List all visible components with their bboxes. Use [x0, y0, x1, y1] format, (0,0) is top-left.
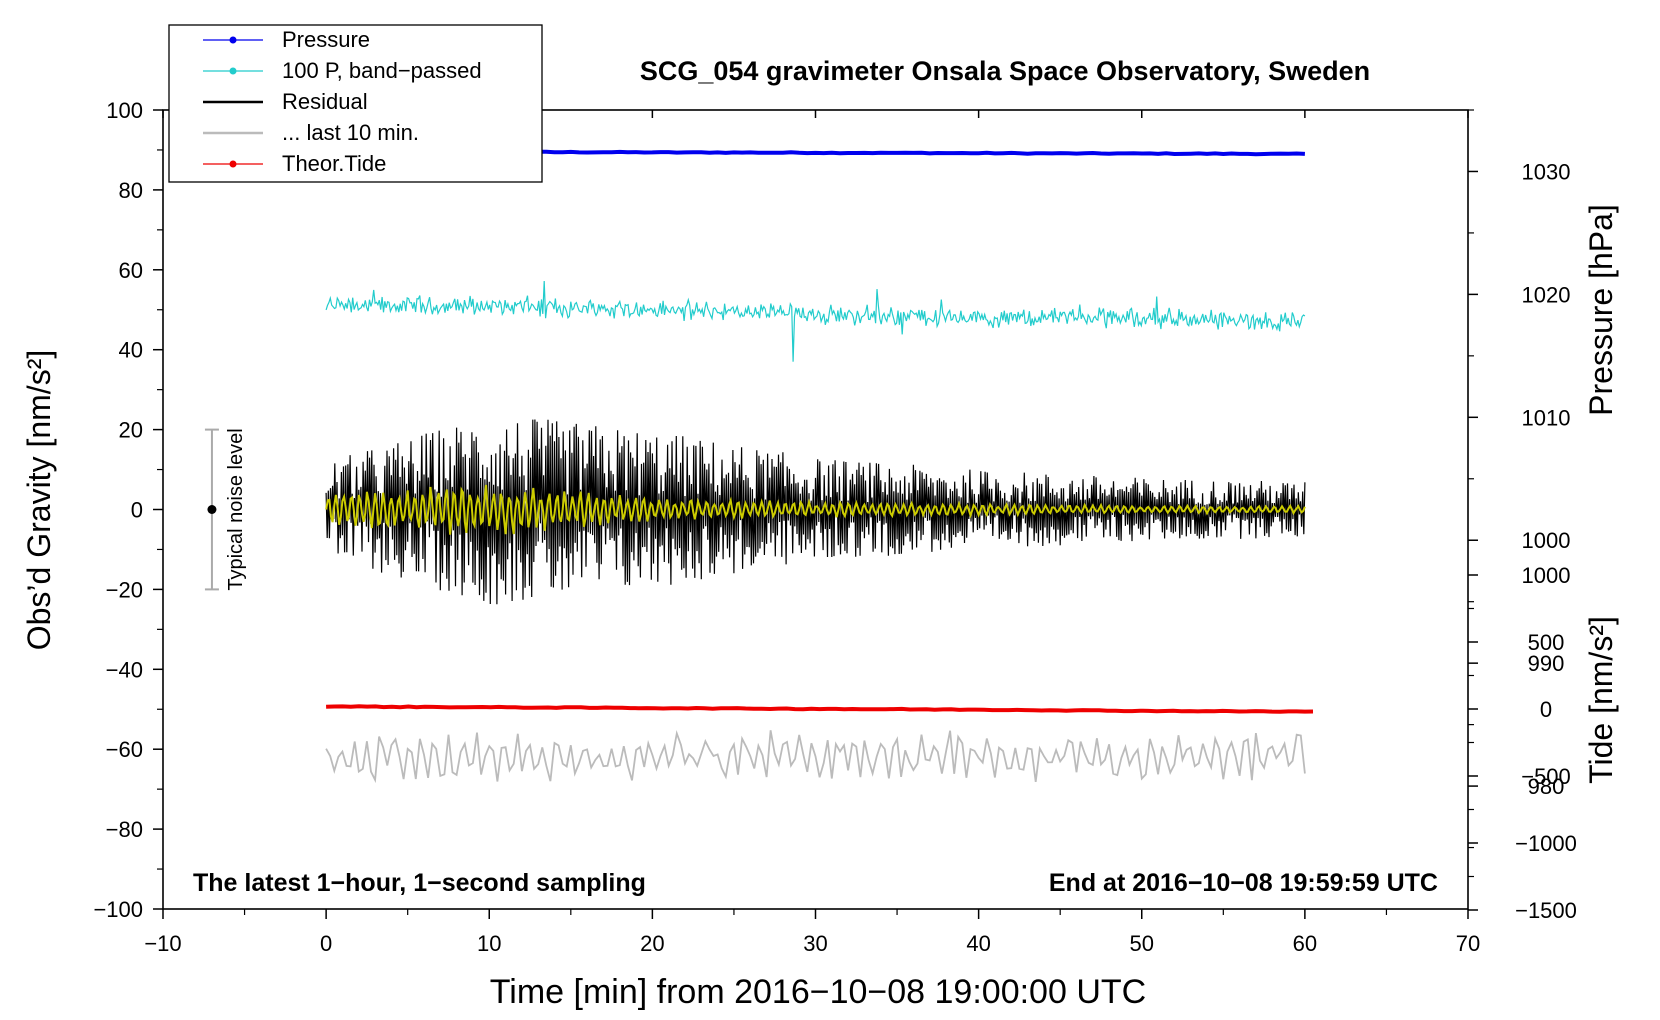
x-tick-label: −10 — [144, 931, 181, 956]
legend-marker — [229, 36, 237, 44]
x-tick-label: 30 — [803, 931, 827, 956]
tide-axis-label: Tide [nm/s²] — [1583, 616, 1619, 784]
pressure-tick-label: 1020 — [1522, 282, 1571, 307]
tide-tick-label: 500 — [1528, 630, 1565, 655]
y-tick-label: −80 — [106, 817, 143, 842]
y-tick-label: 80 — [119, 178, 143, 203]
legend-entry: Residual — [203, 89, 368, 114]
x-tick-label: 70 — [1456, 931, 1480, 956]
pressure-tick-label: 1000 — [1522, 528, 1571, 553]
legend-label: ... last 10 min. — [282, 120, 419, 145]
series-layer — [325, 149, 1314, 784]
series-residual-smoothed — [325, 484, 1306, 535]
tide-tick-label: −1000 — [1515, 831, 1577, 856]
pressure-tick-label: 1030 — [1522, 159, 1571, 184]
annotation-latest-hour: The latest 1−hour, 1−second sampling — [193, 869, 646, 897]
pressure-tick-label: 980 — [1528, 774, 1565, 799]
y-tick-label: −40 — [106, 657, 143, 682]
series-pressure-band-passed — [325, 280, 1306, 362]
legend-label: Pressure — [282, 27, 370, 52]
y-axis-ticks: 100 80 60 40 20 0 −20 −40 −60 −80 −100 — [93, 98, 163, 922]
y-tick-label: 60 — [119, 258, 143, 283]
tide-tick-label: −500 — [1521, 764, 1571, 789]
legend-entry: Pressure — [203, 27, 370, 52]
series-last-10-min — [325, 729, 1306, 784]
legend-box — [168, 24, 543, 183]
y-tick-label: 0 — [131, 498, 143, 523]
annotation-end-time: End at 2016−10−08 19:59:59 UTC — [1049, 869, 1438, 897]
pressure-axis-ticks: 1030 1020 1010 1000 990 980 — [1468, 109, 1571, 849]
y-tick-label: −20 — [106, 577, 143, 602]
legend-marker — [229, 160, 237, 168]
legend: Pressure 100 P, band−passed Residual ... la… — [168, 24, 543, 183]
series-residual — [325, 419, 1306, 605]
x-axis-label: Time [min] from 2016−10−08 19:00:00 UTC — [490, 973, 1146, 1011]
legend-label: 100 P, band−passed — [282, 58, 482, 83]
pressure-axis-label: Pressure [hPa] — [1583, 204, 1619, 416]
x-tick-label: 50 — [1130, 931, 1154, 956]
legend-label: Theor.Tide — [282, 151, 386, 176]
pressure-tick-label: 990 — [1528, 651, 1565, 676]
y-tick-label: 100 — [106, 98, 143, 123]
legend-label: Residual — [282, 89, 368, 114]
x-tick-label: 20 — [640, 931, 664, 956]
y-tick-label: −60 — [106, 737, 143, 762]
x-tick-label: 10 — [477, 931, 501, 956]
y-axis-label: Obs’d Gravity [nm/s²] — [21, 350, 57, 651]
y-tick-label: 40 — [119, 338, 143, 363]
chart-title: SCG_054 gravimeter Onsala Space Observat… — [640, 56, 1370, 86]
tide-tick-label: −1500 — [1515, 898, 1577, 923]
x-axis-ticks: −10 0 10 20 30 40 50 60 70 — [144, 110, 1480, 956]
pressure-tick-label: 1010 — [1522, 405, 1571, 430]
series-theor-tide — [326, 704, 1314, 714]
legend-entry: Theor.Tide — [203, 151, 386, 176]
x-tick-label: 40 — [966, 931, 990, 956]
noise-level-label: Typical noise level — [225, 428, 247, 590]
x-tick-label: 60 — [1293, 931, 1317, 956]
y-tick-label: −100 — [93, 897, 143, 922]
tide-axis-ticks: 1000 500 0 −500 −1000 −1500 — [1468, 563, 1577, 923]
tide-tick-label: 1000 — [1522, 563, 1571, 588]
legend-marker — [229, 67, 237, 75]
legend-entry: ... last 10 min. — [203, 120, 419, 145]
legend-entry: 100 P, band−passed — [203, 58, 482, 83]
noise-bar-center-dot — [207, 505, 217, 514]
x-tick-label: 0 — [320, 931, 332, 956]
tide-tick-label: 0 — [1540, 697, 1552, 722]
y-tick-label: 20 — [119, 418, 143, 443]
noise-level-indicator: Typical noise level — [204, 428, 247, 591]
